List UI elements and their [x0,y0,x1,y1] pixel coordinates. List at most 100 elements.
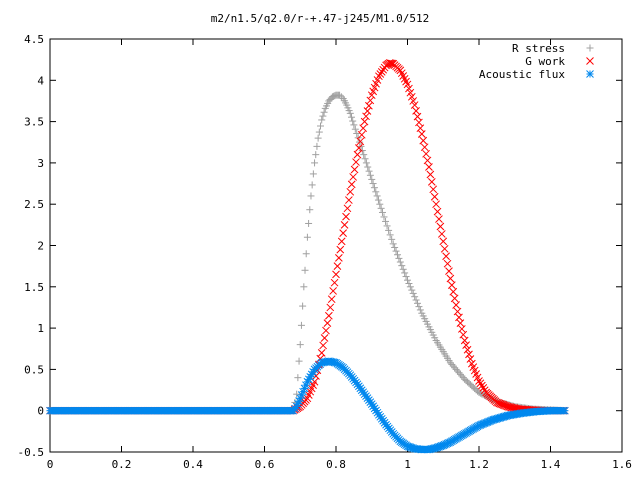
data-point [346,109,354,117]
data-point [382,217,390,225]
data-point [295,357,303,365]
data-point [361,155,369,163]
data-point [406,283,414,291]
data-point [446,274,455,283]
data-point [363,107,372,115]
data-point [478,381,486,390]
data-point [450,294,459,303]
data-point [302,250,310,258]
data-point [415,303,423,311]
data-point [410,101,419,109]
data-point [353,129,361,137]
data-point [358,147,366,155]
data-point [377,204,385,212]
data-point [453,307,462,316]
data-point [447,281,456,290]
data-point [401,269,409,277]
x-tick-label: 0.8 [326,458,346,471]
data-point [376,200,384,208]
data-point [314,134,322,142]
y-tick-label: 3.5 [24,116,44,129]
data-point [356,137,365,146]
data-point [364,163,372,171]
data-point [409,97,418,105]
data-point [367,400,376,408]
data-point [452,301,460,309]
data-point [413,112,422,121]
data-point [355,144,363,152]
data-point [409,289,417,297]
y-tick-label: 1 [37,322,44,335]
data-point [319,112,327,120]
data-point [389,240,397,248]
data-point [399,265,407,273]
data-point [459,374,467,382]
data-point [372,406,380,415]
data-point [337,237,346,246]
data-point [437,230,446,238]
data-point [476,379,485,388]
data-point [319,341,327,350]
data-point [306,206,314,214]
data-point [316,354,325,363]
data-point [353,150,362,159]
data-point [365,167,373,175]
data-point [466,355,475,363]
data-point [386,59,395,68]
series-layer [46,59,569,454]
data-point [440,244,449,253]
data-point [459,330,468,339]
data-point [350,165,359,174]
data-point [412,107,420,115]
data-point [299,302,307,310]
data-point [412,296,420,304]
data-point [439,237,448,246]
data-point [462,341,470,349]
data-point [372,188,380,196]
data-point [315,128,323,136]
y-tick-label: -0.5 [18,446,45,459]
data-point [449,362,457,370]
data-point [362,159,370,167]
data-point [396,258,404,266]
data-point [357,130,366,139]
data-point [416,124,425,133]
series-plus [46,91,569,415]
data-point [380,213,388,221]
data-point [368,175,376,183]
data-point [435,215,443,223]
data-point [339,229,348,237]
data-point [455,313,463,322]
data-point [457,325,466,333]
data-point [300,283,308,291]
data-point [336,91,344,99]
data-point [429,185,438,194]
data-point [392,247,400,255]
data-point [305,219,313,227]
data-point [320,334,329,342]
data-point [497,400,505,408]
data-point [411,293,419,301]
data-point [493,398,501,407]
y-tick-label: 4 [37,74,44,87]
data-point [449,287,458,296]
data-point [406,88,415,97]
data-point [296,341,304,349]
data-point [374,196,382,204]
data-point [452,365,460,373]
data-point [335,254,343,262]
data-point [448,360,456,368]
data-point [369,180,377,188]
data-point [455,369,463,377]
x-tick-label: 0.6 [255,458,275,471]
x-tick-label: 1.4 [541,458,561,471]
data-point [420,143,429,152]
legend-label: R stress [512,42,565,55]
data-point [330,278,339,287]
data-point [332,270,340,279]
data-point [475,377,483,385]
y-tick-label: 1.5 [24,281,44,294]
data-point [352,158,360,166]
data-point [419,136,428,145]
